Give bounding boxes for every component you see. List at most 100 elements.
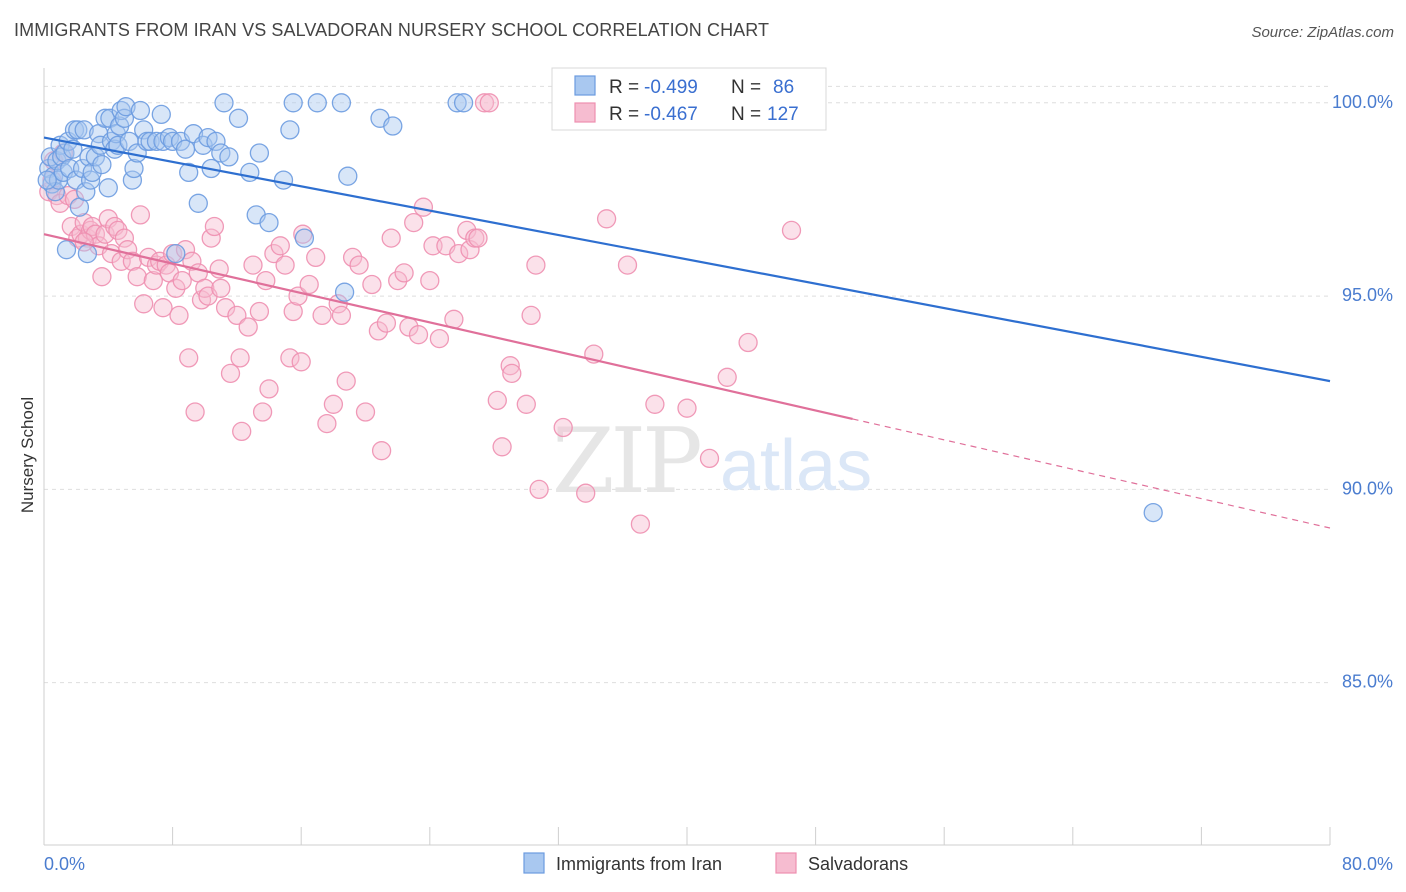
iran-point-22 bbox=[77, 243, 98, 264]
salvadorans-point-42 bbox=[179, 348, 199, 368]
salvadorans-point-66 bbox=[275, 255, 295, 275]
salvadorans-point-18 bbox=[95, 224, 115, 244]
x-tick-labels: 0.0% 80.0% bbox=[44, 854, 1393, 874]
gridlines bbox=[44, 85, 1330, 684]
salvadorans-point-125 bbox=[291, 352, 311, 372]
salvadorans-point-85 bbox=[376, 313, 397, 333]
salvadorans-point-60 bbox=[249, 301, 270, 322]
legend-n-value-salvadorans: 127 bbox=[767, 104, 799, 125]
iran-point-50 bbox=[151, 104, 171, 125]
iran-point-71 bbox=[259, 212, 279, 233]
y-tick-labels: 85.0% 90.0% 95.0% 100.0% bbox=[1332, 92, 1393, 692]
salvadorans-point-24 bbox=[114, 228, 135, 248]
salvadorans-point-68 bbox=[283, 301, 303, 322]
correlation-legend-box bbox=[551, 67, 827, 131]
legend-swatch-iran bbox=[574, 75, 596, 96]
salvadorans-point-4 bbox=[50, 193, 70, 213]
salvadorans-point-105 bbox=[487, 390, 507, 411]
salvadorans-point-43 bbox=[182, 251, 202, 271]
iran-point-70 bbox=[249, 143, 270, 163]
salvadorans-point-73 bbox=[312, 305, 332, 326]
salvadorans-point-53 bbox=[215, 298, 236, 318]
salvadorans-point-72 bbox=[306, 247, 326, 268]
iran-point-20 bbox=[74, 120, 94, 140]
salvadorans-point-98 bbox=[449, 243, 469, 264]
y-tick-label-1: 90.0% bbox=[1342, 478, 1393, 498]
salvadorans-point-64 bbox=[264, 243, 284, 264]
salvadorans-point-52 bbox=[211, 278, 231, 298]
iran-point-78 bbox=[334, 282, 355, 302]
salvadorans-point-26 bbox=[122, 251, 143, 271]
iran-point-57 bbox=[179, 162, 199, 183]
iran-point-72 bbox=[273, 170, 294, 190]
legend-n-label-salvadorans: N = bbox=[731, 104, 761, 125]
salvadorans-point-102 bbox=[468, 228, 488, 248]
salvadorans-point-78 bbox=[336, 371, 356, 391]
y-tick-label-2: 95.0% bbox=[1342, 285, 1393, 305]
salvadorans-point-31 bbox=[143, 270, 163, 291]
salvadorans-point-112 bbox=[529, 479, 549, 500]
salvadorans-point-87 bbox=[388, 270, 408, 291]
salvadorans-point-114 bbox=[576, 483, 596, 503]
iran-point-65 bbox=[214, 93, 234, 113]
salvadorans-point-67 bbox=[280, 348, 300, 368]
iran-point-84 bbox=[1143, 502, 1163, 523]
legend-r-value-salvadorans: -0.467 bbox=[644, 104, 698, 125]
iran-point-76 bbox=[307, 93, 327, 113]
salvadorans-point-44 bbox=[185, 402, 205, 422]
chart-title: IMMIGRANTS FROM IRAN VS SALVADORAN NURSE… bbox=[14, 20, 770, 40]
salvadorans-point-88 bbox=[394, 263, 414, 283]
salvadorans-point-95 bbox=[429, 328, 450, 349]
iran-point-21 bbox=[76, 182, 96, 202]
salvadorans-point-111 bbox=[526, 255, 546, 275]
iran-point-43 bbox=[124, 158, 144, 179]
salvadorans-point-119 bbox=[645, 394, 665, 414]
salvadorans-point-116 bbox=[596, 209, 617, 229]
x-tick-label-1: 80.0% bbox=[1342, 854, 1393, 874]
salvadorans-point-34 bbox=[153, 298, 173, 318]
salvadorans-point-40 bbox=[172, 270, 192, 291]
iran-point-54 bbox=[166, 243, 186, 264]
iran-point-67 bbox=[228, 108, 249, 128]
salvadorans-point-121 bbox=[699, 448, 720, 469]
legend-r-label-salvadorans: R = bbox=[609, 104, 639, 125]
iran-point-25 bbox=[82, 162, 102, 183]
iran-point-24 bbox=[80, 170, 101, 190]
salvadorans-point-113 bbox=[553, 417, 573, 438]
iran-point-79 bbox=[338, 166, 358, 186]
salvadorans-point-82 bbox=[362, 274, 382, 295]
legend-n-value-iran: 86 bbox=[773, 77, 794, 98]
salvadorans-point-50 bbox=[204, 216, 225, 237]
salvadorans-point-55 bbox=[227, 305, 247, 326]
legend-swatch-salvadorans bbox=[574, 102, 596, 123]
iran-point-11 bbox=[56, 240, 77, 260]
salvadorans-point-109 bbox=[516, 394, 536, 414]
salvadorans-point-104 bbox=[479, 93, 499, 113]
iran-point-66 bbox=[219, 147, 239, 167]
series-iran-points bbox=[37, 93, 1163, 523]
salvadorans-point-103 bbox=[474, 93, 495, 113]
salvadorans-point-59 bbox=[243, 255, 263, 275]
salvadorans-point-63 bbox=[259, 379, 279, 399]
salvadorans-point-120 bbox=[677, 398, 697, 418]
iran-point-29 bbox=[92, 154, 112, 175]
salvadorans-point-57 bbox=[232, 421, 252, 442]
iran-point-73 bbox=[280, 120, 300, 140]
series-legend: Immigrants from Iran Salvadorans bbox=[523, 852, 908, 874]
salvadorans-point-77 bbox=[331, 305, 352, 326]
y-tick-label-0: 85.0% bbox=[1342, 672, 1393, 692]
salvadorans-point-84 bbox=[371, 441, 392, 461]
salvadorans-point-86 bbox=[381, 228, 401, 248]
iran-point-74 bbox=[283, 93, 303, 113]
series-legend-swatch-salvadorans bbox=[775, 852, 797, 874]
watermark-atlas: atlas bbox=[720, 426, 872, 506]
salvadorans-point-81 bbox=[355, 402, 376, 422]
salvadorans-trendline-extension bbox=[852, 418, 1331, 529]
salvadorans-point-107 bbox=[500, 356, 520, 376]
iran-point-31 bbox=[98, 178, 118, 198]
salvadorans-point-108 bbox=[502, 363, 522, 384]
salvadorans-point-110 bbox=[521, 305, 541, 326]
salvadorans-point-28 bbox=[130, 205, 151, 225]
salvadorans-point-54 bbox=[220, 363, 241, 384]
